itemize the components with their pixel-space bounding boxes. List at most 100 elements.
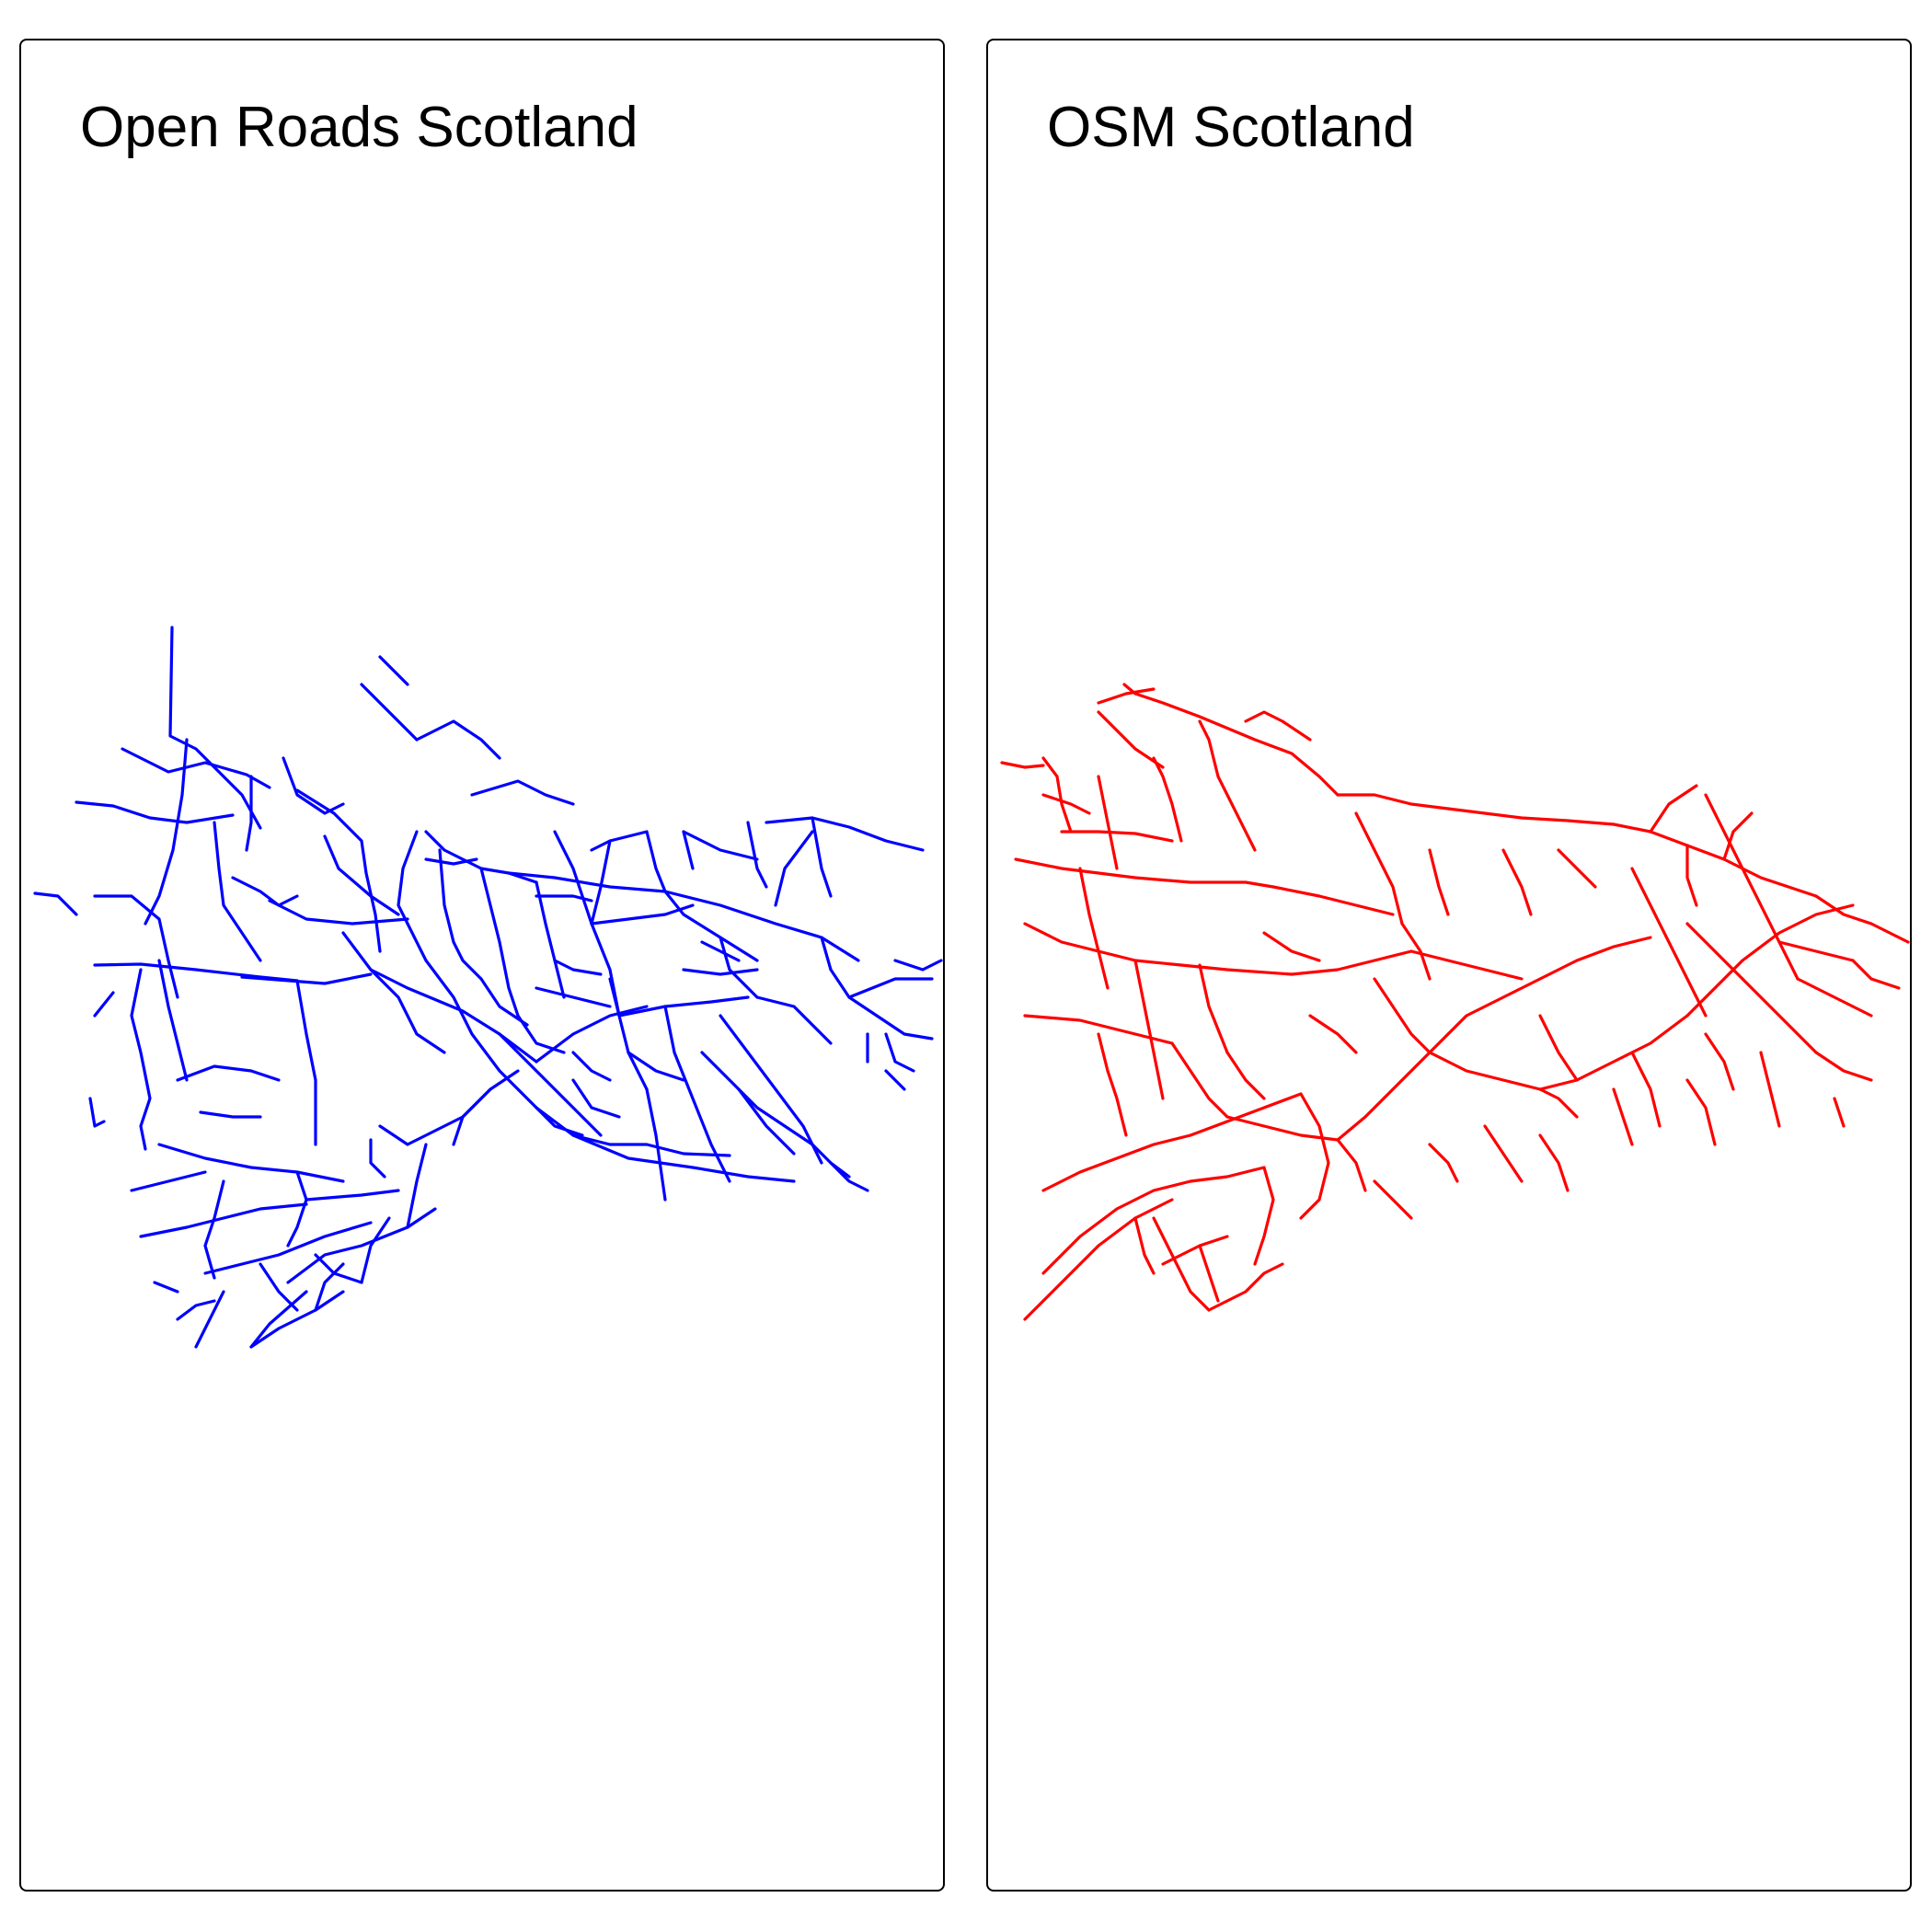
road — [719, 1014, 823, 1165]
road — [369, 1138, 386, 1179]
road — [295, 979, 317, 1146]
road — [314, 1262, 345, 1312]
road — [424, 857, 478, 866]
road — [1336, 1032, 1450, 1142]
road — [1759, 1051, 1781, 1128]
road — [1262, 931, 1321, 962]
road — [305, 1189, 400, 1202]
road — [130, 1170, 207, 1192]
road — [286, 1207, 437, 1284]
road — [1336, 1138, 1367, 1192]
road — [1000, 761, 1045, 769]
road — [470, 779, 575, 806]
road — [1869, 922, 1910, 944]
road — [1198, 1244, 1220, 1303]
road-network — [33, 626, 943, 1349]
road — [194, 1290, 225, 1349]
road — [535, 880, 566, 999]
road — [1097, 687, 1156, 705]
road — [479, 977, 529, 1027]
road — [1170, 1041, 1229, 1119]
road — [663, 890, 759, 962]
road — [176, 1064, 281, 1082]
road — [1685, 1078, 1717, 1146]
road — [1041, 1179, 1192, 1275]
road — [1152, 756, 1183, 843]
road-network-map — [33, 626, 943, 1349]
road — [199, 1110, 262, 1119]
road — [406, 922, 612, 1146]
road — [645, 830, 667, 893]
road — [765, 816, 925, 852]
road — [1373, 1179, 1413, 1220]
road — [295, 788, 382, 953]
road — [1023, 1198, 1174, 1321]
road — [1722, 811, 1754, 861]
road — [1833, 1097, 1846, 1128]
road — [1041, 756, 1073, 834]
road — [617, 995, 750, 1018]
road — [1446, 977, 1542, 1036]
road — [1741, 977, 1818, 1054]
road — [268, 899, 409, 926]
road — [571, 1078, 621, 1119]
road — [700, 940, 741, 962]
road — [1814, 894, 1873, 926]
road — [1097, 775, 1119, 870]
road — [1814, 1051, 1873, 1082]
road — [1538, 1014, 1689, 1091]
road — [1630, 1051, 1662, 1128]
road — [516, 1014, 566, 1054]
road — [1041, 793, 1091, 815]
road — [93, 991, 115, 1018]
road — [249, 1290, 345, 1349]
road — [1409, 949, 1524, 981]
road — [829, 1161, 869, 1192]
road — [1023, 1014, 1174, 1045]
road — [682, 830, 759, 861]
road — [75, 800, 235, 824]
road — [1225, 1051, 1266, 1100]
road — [1336, 793, 1450, 811]
road — [406, 1143, 428, 1229]
road — [33, 891, 78, 916]
road — [360, 683, 419, 742]
road — [1189, 1166, 1266, 1183]
road — [535, 986, 612, 1008]
road — [1612, 1087, 1634, 1146]
road — [1373, 977, 1432, 1054]
road — [168, 626, 262, 830]
road — [590, 830, 649, 852]
road — [571, 1133, 796, 1183]
road — [1060, 830, 1174, 843]
road — [1851, 959, 1901, 990]
road — [1299, 1092, 1330, 1220]
road — [1207, 1262, 1284, 1312]
road — [245, 775, 253, 852]
road — [1685, 903, 1855, 1018]
map-panel-open-roads: Open Roads Scotland — [19, 39, 945, 1892]
road — [1122, 683, 1340, 797]
road — [1133, 959, 1165, 1100]
road — [1446, 807, 1616, 826]
road — [1198, 963, 1229, 1054]
road — [415, 719, 501, 760]
road — [553, 959, 603, 976]
road — [130, 968, 152, 1151]
road — [240, 972, 373, 985]
road — [341, 931, 446, 1054]
panel-title: OSM Scotland — [1047, 96, 1415, 159]
road — [1198, 719, 1257, 852]
road — [1041, 1133, 1192, 1192]
road — [811, 816, 833, 898]
road — [1796, 977, 1873, 1018]
road — [774, 830, 814, 907]
road — [1400, 922, 1432, 981]
road — [360, 1216, 391, 1284]
road — [1354, 811, 1404, 926]
road — [249, 1290, 308, 1349]
road — [884, 1069, 906, 1091]
road — [847, 977, 934, 999]
road — [1152, 1216, 1211, 1312]
road — [663, 1005, 731, 1183]
